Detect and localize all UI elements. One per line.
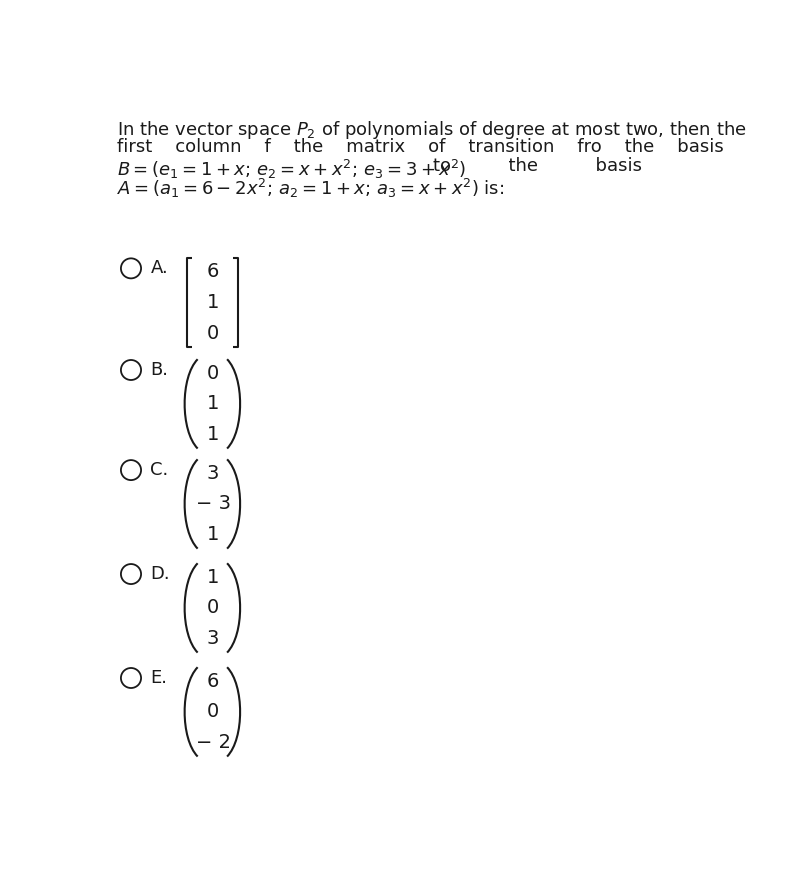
Text: B.: B. bbox=[150, 361, 168, 379]
Text: E.: E. bbox=[150, 669, 167, 687]
Text: D.: D. bbox=[150, 565, 170, 583]
Text: C.: C. bbox=[150, 461, 169, 479]
Text: 1: 1 bbox=[207, 394, 219, 413]
Text: 0: 0 bbox=[207, 598, 219, 618]
Text: A.: A. bbox=[150, 259, 168, 278]
Text: 0: 0 bbox=[207, 364, 219, 383]
Text: 1: 1 bbox=[207, 293, 219, 312]
Text: − 2: − 2 bbox=[196, 733, 230, 752]
Text: to          the          basis: to the basis bbox=[434, 158, 642, 175]
Text: 3: 3 bbox=[207, 629, 219, 648]
Text: 6: 6 bbox=[207, 262, 219, 281]
Text: 1: 1 bbox=[207, 526, 219, 544]
Text: In the vector space $P_2$ of polynomials of degree at most two, then the: In the vector space $P_2$ of polynomials… bbox=[117, 119, 746, 141]
Text: $A=(a_1=6-2x^2;\,a_2=1+x;\,a_3=x+x^2)$ is:: $A=(a_1=6-2x^2;\,a_2=1+x;\,a_3=x+x^2)$ i… bbox=[117, 177, 504, 200]
Text: − 3: − 3 bbox=[196, 494, 230, 513]
Text: first    column    f    the    matrix    of    transition    fro    the    basis: first column f the matrix of transition … bbox=[117, 138, 724, 156]
Text: 0: 0 bbox=[207, 703, 219, 721]
Text: 1: 1 bbox=[207, 425, 219, 444]
Text: 6: 6 bbox=[207, 672, 219, 690]
Text: 3: 3 bbox=[207, 463, 219, 483]
Text: 0: 0 bbox=[207, 323, 219, 343]
Text: 1: 1 bbox=[207, 568, 219, 587]
Text: $B=(e_1=1+x;\,e_2=x+x^{2};\,e_3=3+x^2)$: $B=(e_1=1+x;\,e_2=x+x^{2};\,e_3=3+x^2)$ bbox=[117, 158, 466, 180]
